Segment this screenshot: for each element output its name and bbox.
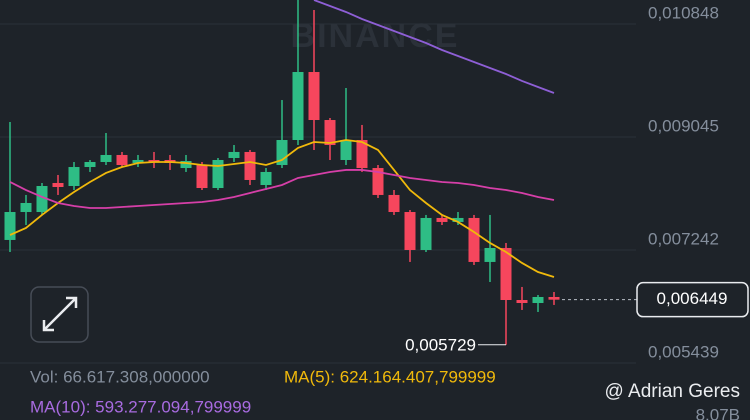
candle-body	[116, 154, 128, 166]
candle-body	[308, 72, 320, 121]
candle-body	[52, 182, 64, 188]
candle-body	[292, 72, 304, 141]
ma-line	[9, 169, 555, 209]
candle-body	[148, 159, 160, 163]
candle-body	[196, 165, 208, 189]
vol-ma5-text: MA(5): 624.164.407,799999	[284, 367, 496, 386]
expand-button[interactable]	[30, 286, 89, 343]
candle-body	[276, 140, 288, 166]
candle-body	[516, 299, 528, 304]
watermark: BINANCE	[291, 17, 460, 55]
candle-body	[404, 212, 416, 250]
candle-body	[532, 296, 544, 304]
candle-body	[212, 159, 224, 189]
last-price-box	[636, 281, 749, 318]
ma-line	[9, 139, 555, 278]
candle-body	[388, 194, 400, 213]
candle-body	[132, 159, 144, 164]
ma-line	[313, 0, 555, 94]
y-tick-label: 0,009045	[648, 116, 719, 135]
candle-body	[100, 154, 112, 163]
candle-body	[500, 247, 512, 300]
last-price-label: 0,006449	[657, 289, 728, 308]
candle-body	[436, 217, 448, 222]
candle-body	[36, 186, 48, 213]
candle-body	[324, 120, 336, 146]
candle-body	[372, 168, 384, 195]
y-tick-label: 0,005439	[648, 342, 719, 361]
candle-body	[180, 160, 192, 169]
candle-body	[20, 202, 32, 213]
y-tick-label: 0,010848	[648, 3, 719, 22]
y-tick-label: 0,007242	[648, 229, 719, 248]
volume-axis-label: 8.07B	[696, 405, 740, 420]
candle-body	[260, 171, 272, 185]
candle-body	[340, 140, 352, 160]
expand-icon[interactable]	[42, 296, 78, 332]
candle-body	[228, 151, 240, 158]
vol-ma10-text: MA(10): 593.277.094,799999	[30, 397, 251, 416]
candle-body	[420, 217, 432, 250]
candle-body	[548, 296, 560, 300]
low-marker-label: 0,005729	[405, 335, 476, 354]
candle-body	[356, 140, 368, 169]
candle-body	[452, 217, 464, 222]
candle-body	[468, 217, 480, 262]
candle-body	[68, 167, 80, 187]
candle-body	[244, 151, 256, 180]
candle-body	[484, 247, 496, 262]
candle-body	[4, 212, 16, 240]
credit: @ Adrian Geres	[605, 381, 740, 402]
volume-text: Vol: 66.617.308,000000	[30, 367, 210, 386]
candle-body	[84, 162, 96, 168]
